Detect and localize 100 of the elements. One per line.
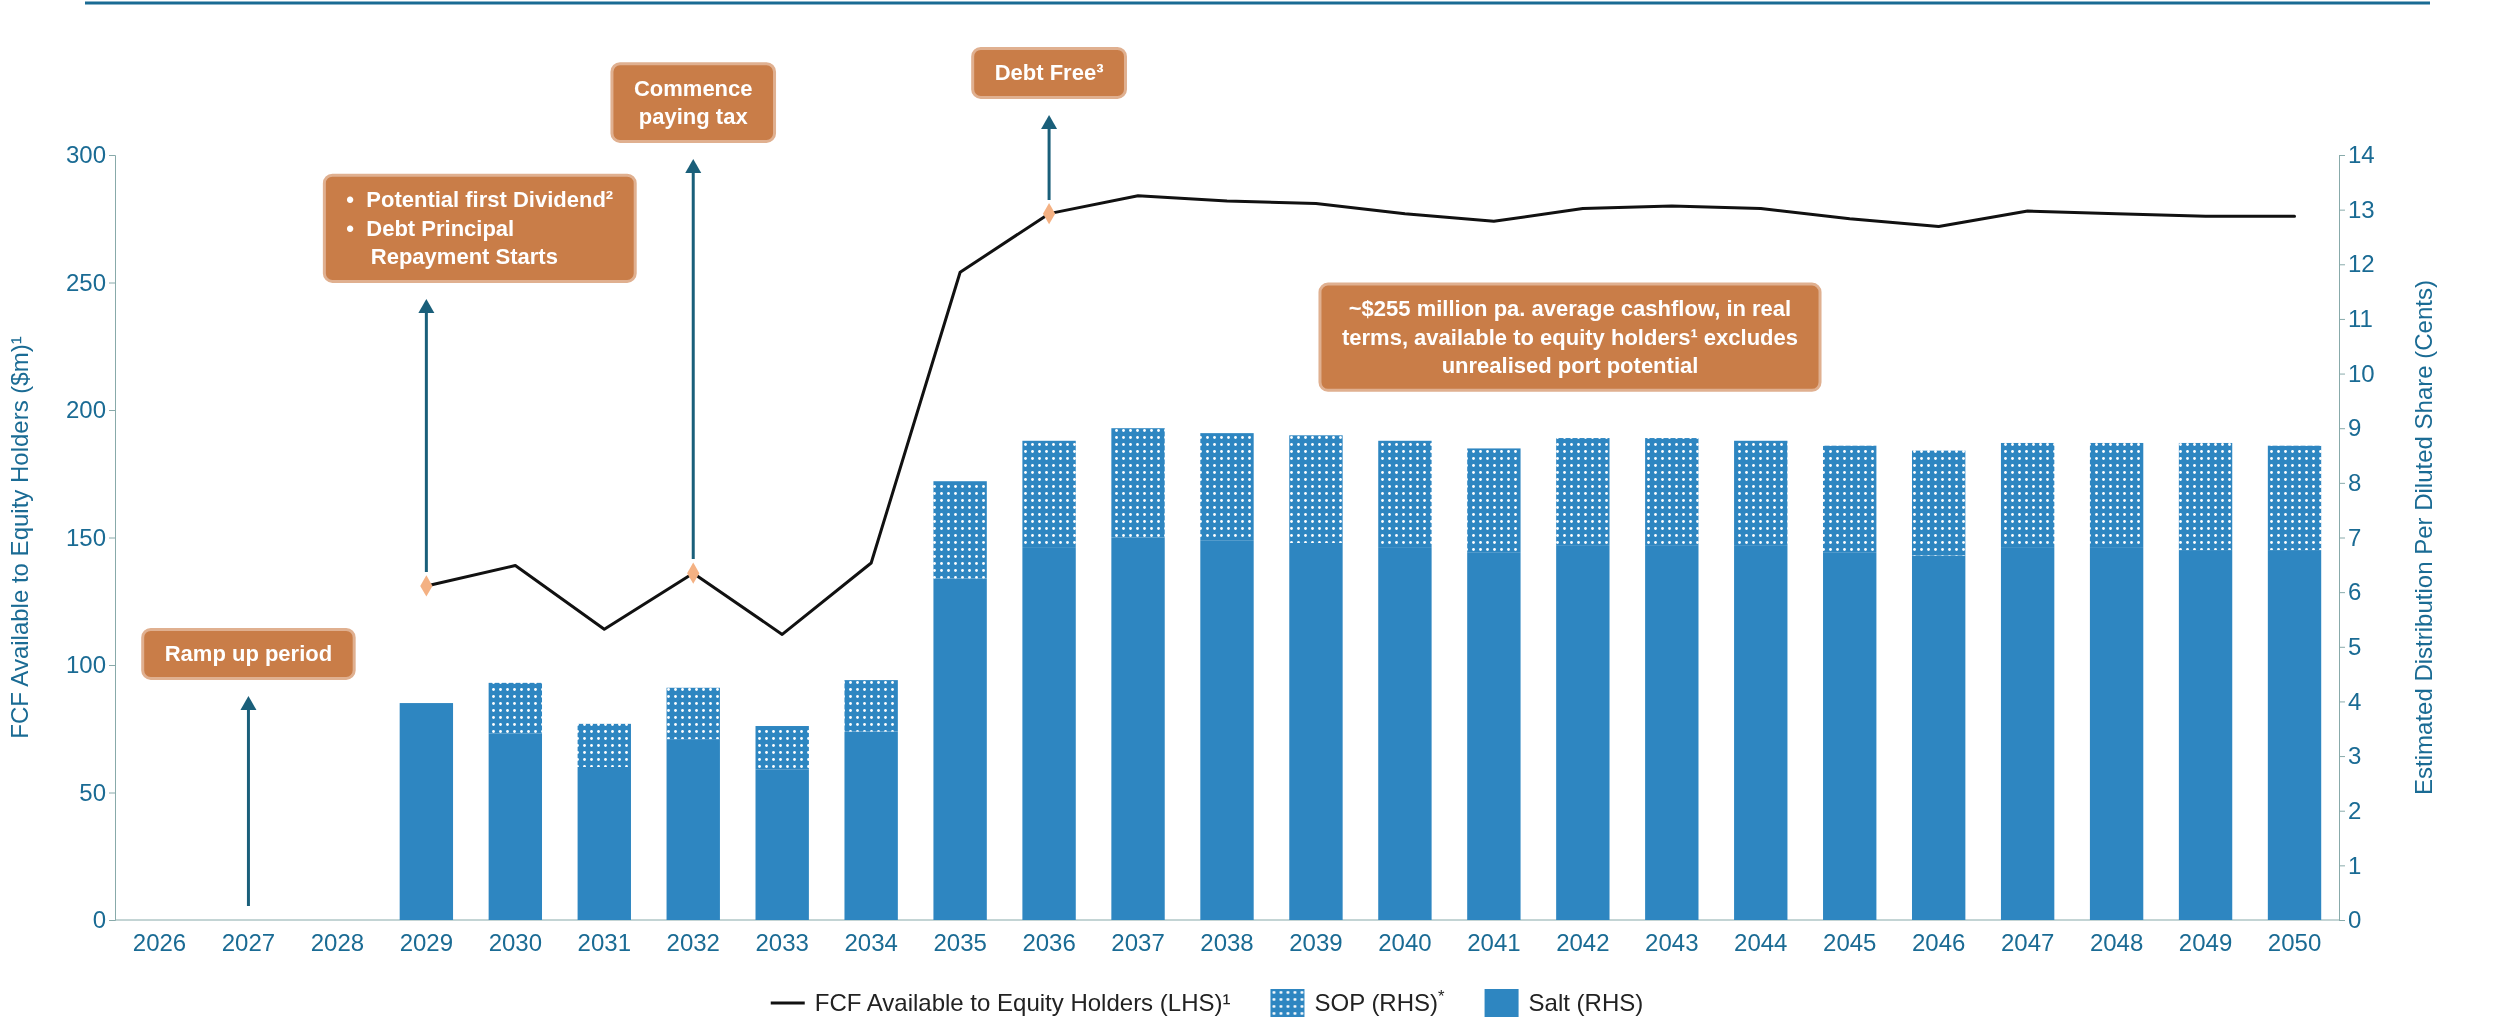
- bar: [933, 481, 987, 579]
- note-box: Debt Free³: [971, 46, 1127, 99]
- bar: [1645, 438, 1699, 546]
- y2-tick-label: 12: [2348, 250, 2375, 278]
- bar: [933, 578, 987, 920]
- y2-tick-label: 14: [2348, 141, 2375, 169]
- y-tick-label: 100: [65, 651, 106, 679]
- bar: [1200, 540, 1254, 920]
- bar: [1111, 537, 1165, 920]
- x-tick-label: 2044: [1734, 929, 1788, 957]
- x-tick-label: 2035: [933, 929, 987, 957]
- bar: [1734, 440, 1788, 546]
- bar: [755, 769, 809, 920]
- bar: [1823, 445, 1877, 553]
- x-tick-label: 2036: [1022, 929, 1076, 957]
- bar: [488, 733, 543, 920]
- bar: [1911, 555, 1966, 920]
- bar: [1022, 547, 1076, 920]
- x-tick-label: 2037: [1111, 929, 1165, 957]
- y-axis-title: FCF Available to Equity Holders ($m)¹: [6, 336, 33, 739]
- bar: [666, 687, 720, 740]
- legend-label: FCF Available to Equity Holders (LHS)¹: [814, 989, 1231, 1016]
- bar: [2178, 550, 2233, 920]
- y2-tick-label: 10: [2348, 359, 2375, 387]
- x-tick-label: 2043: [1645, 929, 1699, 957]
- y2-tick-label: 2: [2348, 796, 2362, 824]
- bar: [2267, 445, 2322, 551]
- bar: [1911, 450, 1966, 556]
- x-tick-label: 2034: [844, 929, 898, 957]
- y-tick-label: 0: [92, 906, 106, 934]
- bar: [1289, 542, 1343, 920]
- bar: [1378, 440, 1432, 548]
- x-tick-label: 2027: [221, 929, 276, 957]
- bar: [2000, 442, 2055, 548]
- bar: [1823, 552, 1877, 920]
- bar: [755, 726, 809, 770]
- x-tick-label: 2040: [1378, 929, 1432, 957]
- x-tick-label: 2050: [2267, 929, 2322, 957]
- y-tick-label: 300: [65, 141, 106, 169]
- bar: [1200, 433, 1254, 541]
- bar: [1022, 440, 1076, 548]
- x-tick-label: 2038: [1200, 929, 1254, 957]
- bar: [844, 680, 898, 732]
- x-tick-label: 2045: [1823, 929, 1877, 957]
- bar: [1556, 545, 1610, 920]
- y2-tick-label: 7: [2348, 523, 2362, 551]
- y2-tick-label: 11: [2348, 305, 2373, 333]
- x-tick-label: 2031: [577, 929, 631, 957]
- y2-tick-label: 8: [2348, 469, 2362, 497]
- bar: [2089, 547, 2144, 920]
- bar: [2000, 547, 2055, 920]
- y2-tick-label: 6: [2348, 578, 2362, 606]
- legend-label: SOP (RHS)$^{*}$: [1314, 986, 1446, 1016]
- x-tick-label: 2046: [1911, 929, 1966, 957]
- y2-axis-title: Estimated Distribution Per Diluted Share (Cents): [2410, 280, 2437, 795]
- bar: [844, 731, 898, 920]
- bar: [1378, 547, 1432, 920]
- x-tick-label: 2049: [2178, 929, 2233, 957]
- bar: [666, 739, 720, 920]
- y2-tick-label: 0: [2348, 906, 2362, 934]
- y2-tick-label: 4: [2348, 687, 2362, 715]
- x-tick-label: 2032: [666, 929, 720, 957]
- annotation: • Potential first Dividend² • Debt Principal Repayment Starts: [346, 187, 614, 270]
- y2-tick-label: 1: [2348, 851, 2362, 879]
- x-tick-label: 2026: [132, 929, 187, 957]
- y-tick-label: 200: [65, 396, 106, 424]
- note-box: Ramp up period: [141, 627, 356, 680]
- note-box: ~$255 million pa. average cashflow, in real terms, available to equity holders¹ excludes unrealised port potential: [1318, 282, 1822, 392]
- bar: [577, 723, 631, 767]
- y-tick-label: 150: [65, 523, 106, 551]
- y-tick-label: 50: [79, 778, 106, 806]
- x-tick-label: 2048: [2089, 929, 2144, 957]
- bar: [2178, 442, 2233, 551]
- bar: [2267, 550, 2322, 920]
- x-tick-label: 2042: [1556, 929, 1610, 957]
- bar: [399, 703, 454, 920]
- x-tick-label: 2039: [1289, 929, 1343, 957]
- y2-tick-label: 3: [2348, 742, 2362, 770]
- bar: [1734, 545, 1788, 920]
- x-tick-label: 2041: [1467, 929, 1521, 957]
- bar: [488, 682, 543, 734]
- note-box: Commence paying tax: [610, 62, 777, 143]
- y2-tick-label: 13: [2348, 195, 2375, 223]
- bar: [2089, 442, 2144, 548]
- note-box: • Potential first Dividend² • Debt Principal Repayment Starts: [322, 173, 637, 283]
- x-tick-label: 2029: [399, 929, 454, 957]
- y2-tick-label: 5: [2348, 632, 2362, 660]
- bar: [1289, 435, 1343, 543]
- bar: [1467, 448, 1521, 553]
- y-tick-label: 250: [65, 268, 106, 296]
- y2-tick-label: 9: [2348, 414, 2362, 442]
- x-tick-label: 2047: [2000, 929, 2055, 957]
- annotation: ~$255 million pa. average cashflow, in real terms, available to equity holders¹ excludes unrealised port potential: [1341, 296, 1799, 379]
- annotation: Ramp up period: [164, 641, 333, 667]
- bar: [577, 767, 631, 920]
- x-tick-label: 2030: [488, 929, 543, 957]
- legend-label: Salt (RHS): [1528, 989, 1644, 1016]
- x-tick-label: 2028: [310, 929, 365, 957]
- bar: [1467, 552, 1521, 920]
- x-tick-label: 2033: [755, 929, 809, 957]
